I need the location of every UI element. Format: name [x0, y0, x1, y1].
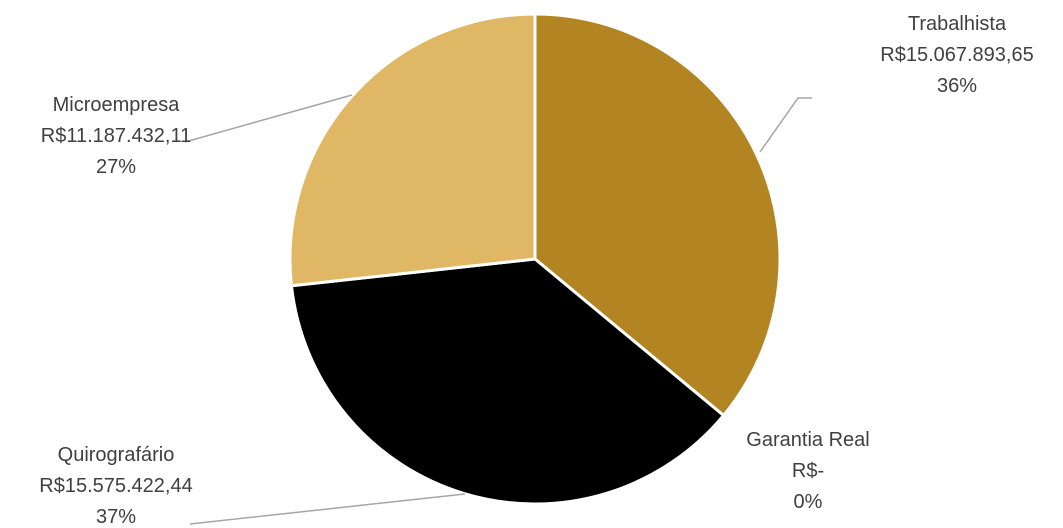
category-label-trabalhista: Trabalhista [908, 13, 1007, 35]
value-label-microempresa: R$11.187.432,11 [41, 125, 192, 147]
leader-line-trabalhista [760, 98, 812, 152]
data-label-quirografario: Quirografário R$15.575.422,44 37% [39, 444, 192, 528]
data-label-microempresa: Microempresa R$11.187.432,11 27% [41, 94, 192, 178]
category-label-microempresa: Microempresa [53, 94, 181, 116]
pie-slice-microempresa [290, 14, 535, 286]
percent-label-quirografario: 37% [96, 506, 136, 528]
category-label-garantia-real: Garantia Real [746, 429, 869, 451]
category-label-quirografario: Quirografário [58, 444, 175, 466]
data-label-trabalhista: Trabalhista R$15.067.893,65 36% [880, 13, 1033, 97]
data-label-garantia-real: Garantia Real R$- 0% [746, 429, 869, 513]
pie-slices [290, 14, 780, 504]
percent-label-garantia-real: 0% [794, 491, 823, 513]
value-label-garantia-real: R$- [792, 460, 824, 482]
leader-line-quirografario [190, 494, 465, 524]
percent-label-trabalhista: 36% [937, 75, 977, 97]
value-label-trabalhista: R$15.067.893,65 [880, 44, 1033, 66]
value-label-quirografario: R$15.575.422,44 [39, 475, 192, 497]
percent-label-microempresa: 27% [96, 156, 136, 178]
